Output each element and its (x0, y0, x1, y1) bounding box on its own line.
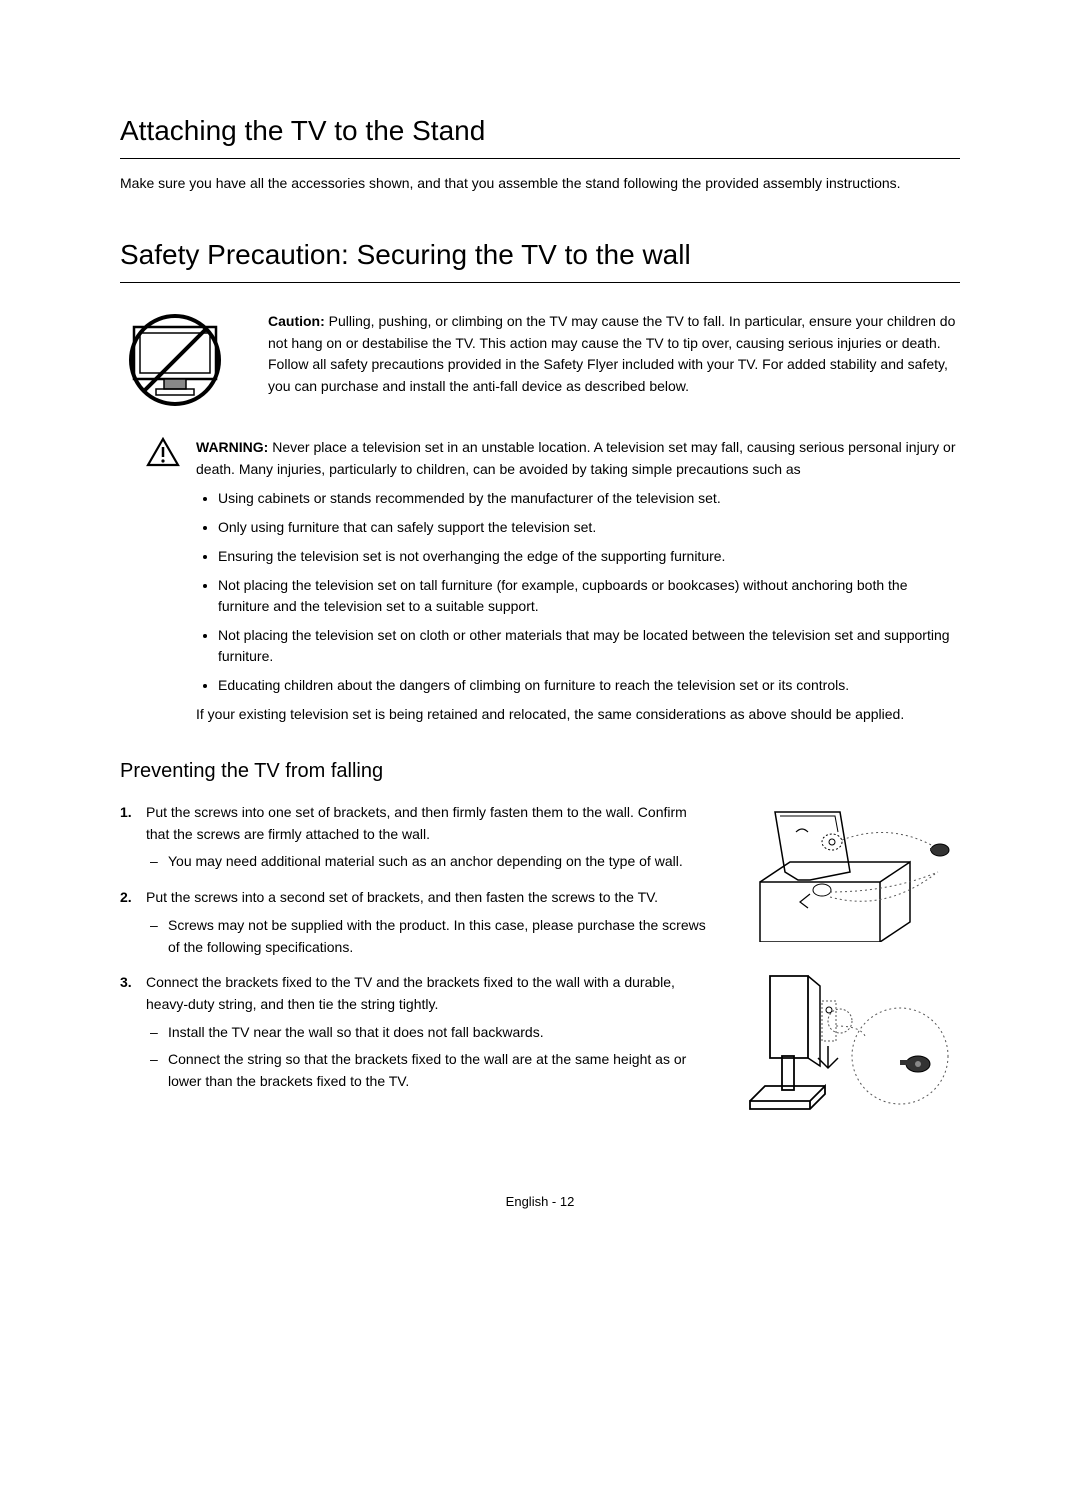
step-sub: Connect the string so that the brackets … (146, 1049, 710, 1092)
steps-list: Put the screws into one set of brackets,… (120, 802, 710, 1093)
warning-bullet: Using cabinets or stands recommended by … (218, 488, 960, 509)
step-sub: Screws may not be supplied with the prod… (146, 915, 710, 958)
step-item: Put the screws into one set of brackets,… (120, 802, 710, 873)
step-sub: Install the TV near the wall so that it … (146, 1022, 710, 1044)
steps-column: Put the screws into one set of brackets,… (120, 802, 710, 1107)
page-footer: English - 12 (120, 1192, 960, 1212)
warning-bullet: Not placing the television set on cloth … (218, 625, 960, 667)
warning-bullet: Ensuring the television set is not overh… (218, 546, 960, 567)
warning-bullet-list: Using cabinets or stands recommended by … (196, 488, 960, 696)
step-item: Connect the brackets fixed to the TV and… (120, 972, 710, 1092)
step-text: Put the screws into a second set of brac… (146, 889, 658, 905)
warning-bullet: Only using furniture that can safely sup… (218, 517, 960, 538)
caution-block: Caution: Pulling, pushing, or climbing o… (120, 311, 960, 415)
caution-label: Caution: (268, 313, 325, 329)
diagram-column (740, 802, 960, 1122)
step-item: Put the screws into a second set of brac… (120, 887, 710, 958)
warning-intro: WARNING: Never place a television set in… (196, 437, 960, 480)
intro-paragraph: Make sure you have all the accessories s… (120, 173, 960, 194)
section-heading-safety: Safety Precaution: Securing the TV to th… (120, 234, 960, 283)
tv-cabinet-diagram-icon (740, 802, 960, 948)
warning-conclusion: If your existing television set is being… (196, 704, 960, 726)
step-text: Connect the brackets fixed to the TV and… (146, 974, 675, 1012)
warning-text: Never place a television set in an unsta… (196, 439, 955, 477)
step-text: Put the screws into one set of brackets,… (146, 804, 687, 842)
caution-body: Pulling, pushing, or climbing on the TV … (268, 313, 955, 394)
warning-block: WARNING: Never place a television set in… (146, 437, 960, 734)
step-sub: You may need additional material such as… (146, 851, 710, 873)
warning-label: WARNING: (196, 439, 268, 455)
section-heading-preventing: Preventing the TV from falling (120, 756, 960, 786)
warning-bullet: Not placing the television set on tall f… (218, 575, 960, 617)
warning-bullet: Educating children about the dangers of … (218, 675, 960, 696)
tv-standalone-diagram-icon (740, 966, 960, 1122)
section-heading-attaching: Attaching the TV to the Stand (120, 110, 960, 159)
warning-body: WARNING: Never place a television set in… (196, 437, 960, 734)
caution-text: Caution: Pulling, pushing, or climbing o… (268, 311, 960, 398)
steps-wrapper: Put the screws into one set of brackets,… (120, 802, 960, 1122)
warning-triangle-icon (146, 437, 180, 473)
tv-prohibit-icon (120, 311, 230, 415)
